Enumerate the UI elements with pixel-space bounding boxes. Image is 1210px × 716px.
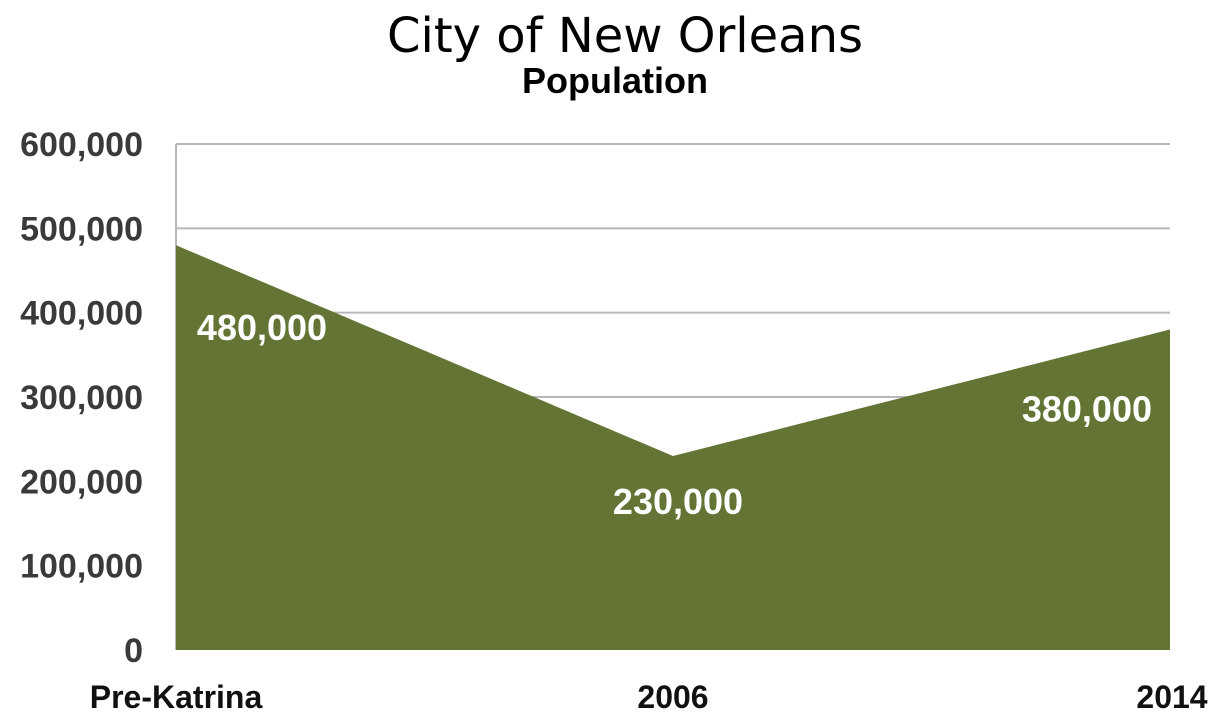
data-label: 230,000	[613, 481, 743, 522]
x-tick-label: 2006	[637, 679, 708, 715]
y-tick-label: 600,000	[20, 126, 143, 164]
data-labels: 480,000 230,000 380,000	[197, 307, 1152, 522]
x-axis-tick-labels: Pre-Katrina 2006 2014	[90, 679, 1208, 715]
population-area	[176, 245, 1170, 650]
y-axis-tick-labels: 0 100,000 200,000 300,000 400,000 500,000 600,…	[20, 126, 143, 670]
x-tick-label: Pre-Katrina	[90, 679, 263, 715]
y-tick-label: 100,000	[20, 548, 143, 586]
area-series	[176, 245, 1170, 650]
y-tick-label: 0	[124, 632, 143, 670]
data-label: 380,000	[1022, 389, 1152, 430]
x-tick-label: 2014	[1136, 679, 1207, 715]
chart-title: City of New Orleans	[387, 8, 863, 64]
data-label: 480,000	[197, 307, 327, 348]
y-tick-label: 400,000	[20, 295, 143, 333]
y-tick-label: 300,000	[20, 379, 143, 417]
y-tick-label: 500,000	[20, 210, 143, 248]
chart-subtitle: Population	[522, 60, 708, 101]
y-tick-label: 200,000	[20, 463, 143, 501]
